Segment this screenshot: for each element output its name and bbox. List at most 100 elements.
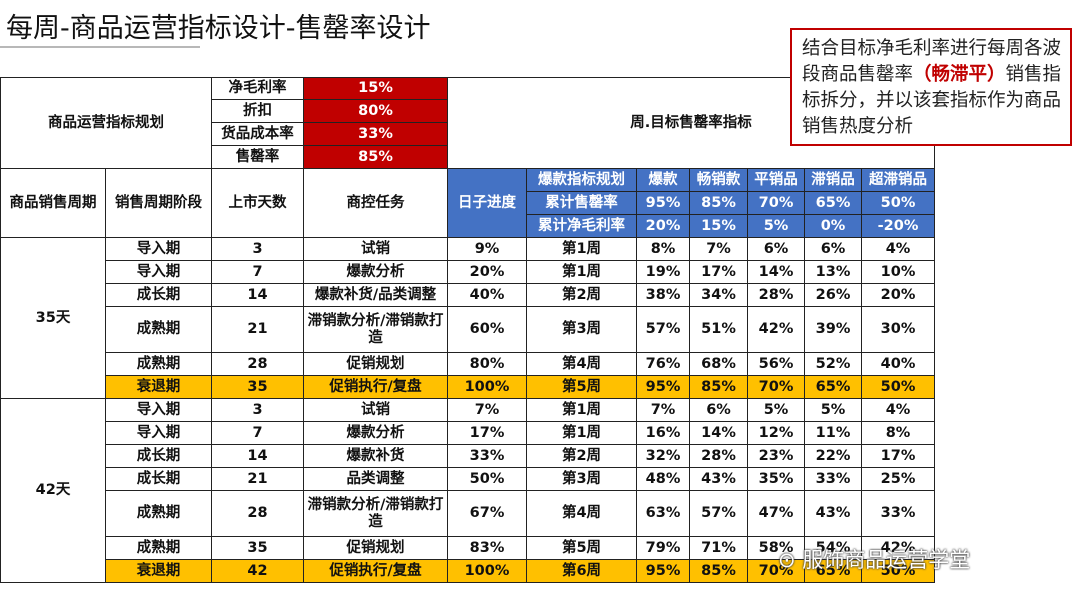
target-cell: 35% <box>747 467 805 491</box>
target-cell: 71% <box>689 536 748 560</box>
task-cell: 促销执行/复盘 <box>303 559 448 583</box>
target-cell: 58% <box>747 536 805 560</box>
target-cell: 50% <box>860 375 936 399</box>
table-row: 衰退期 35 促销执行/复盘 100% 第5周 95% 85% 70% 65% 50% <box>1 375 936 399</box>
target-cell: 39% <box>804 306 862 353</box>
target-cell: 5% <box>747 398 805 422</box>
task-cell: 试销 <box>303 398 448 422</box>
plan-row: 售罄率 85% <box>1 145 935 169</box>
header-stage: 销售周期阶段 <box>105 168 212 238</box>
target-cell: 70% <box>747 559 805 583</box>
progress-cell: 100% <box>447 559 527 583</box>
target-cell: 95% <box>636 375 690 399</box>
target-cell: 8% <box>860 421 936 445</box>
table-row: 成熟期 35 促销规划 83% 第5周 79% 71% 58% 54% 42% <box>1 536 936 560</box>
target-cell: 17% <box>860 444 936 468</box>
header-cycle: 商品销售周期 <box>0 168 106 238</box>
stage-cell: 成熟期 <box>105 490 212 537</box>
week-cell: 第5周 <box>526 536 637 560</box>
target-cell: 79% <box>636 536 690 560</box>
progress-cell: 100% <box>447 375 527 399</box>
target-cell: 17% <box>689 260 748 284</box>
target-cell: 30% <box>860 306 936 353</box>
header-row: 商品销售周期 销售周期阶段 上市天数 商控任务 日子进度 爆款指标规划 爆款 畅… <box>0 168 936 238</box>
sellthrough-value: 50% <box>860 191 936 215</box>
note-highlight: （畅滞平） <box>913 64 1006 85</box>
target-cell: 7% <box>689 237 748 261</box>
week-cell: 第4周 <box>526 490 637 537</box>
stage-cell: 衰退期 <box>105 559 212 583</box>
cycle-cell: 35天 <box>0 237 106 399</box>
target-cell: 43% <box>689 467 748 491</box>
category-header: 平销品 <box>747 168 805 192</box>
target-cell: 40% <box>860 352 936 376</box>
week-cell: 第1周 <box>526 398 637 422</box>
stage-cell: 导入期 <box>105 237 212 261</box>
table-row: 衰退期 42 促销执行/复盘 100% 第6周 95% 85% 70% 65% 50% <box>1 559 936 583</box>
days-cell: 35 <box>211 536 304 560</box>
days-cell: 3 <box>211 237 304 261</box>
stage-cell: 成熟期 <box>105 352 212 376</box>
plan-row: 货品成本率 33% <box>1 122 935 146</box>
week-cell: 第5周 <box>526 375 637 399</box>
days-cell: 35 <box>211 375 304 399</box>
target-cell: 32% <box>636 444 690 468</box>
task-cell: 爆款分析 <box>303 421 448 445</box>
days-cell: 21 <box>211 467 304 491</box>
task-cell: 滞销款分析/滞销款打造 <box>303 306 448 353</box>
task-cell: 滞销款分析/滞销款打造 <box>303 490 448 537</box>
sellthrough-value: 65% <box>804 191 862 215</box>
target-cell: 85% <box>689 375 748 399</box>
progress-cell: 7% <box>447 398 527 422</box>
days-cell: 14 <box>211 444 304 468</box>
days-cell: 28 <box>211 490 304 537</box>
week-cell: 第2周 <box>526 283 637 307</box>
target-cell: 33% <box>860 490 936 537</box>
days-cell: 7 <box>211 260 304 284</box>
days-cell: 42 <box>211 559 304 583</box>
stage-cell: 成熟期 <box>105 536 212 560</box>
sellthrough-value: 95% <box>636 191 690 215</box>
task-cell: 爆款分析 <box>303 260 448 284</box>
target-cell: 20% <box>860 283 936 307</box>
target-cell: 48% <box>636 467 690 491</box>
category-header: 滞销品 <box>804 168 862 192</box>
category-header: 爆款 <box>636 168 690 192</box>
target-cell: 76% <box>636 352 690 376</box>
margin-label: 累计净毛利率 <box>526 214 637 238</box>
task-cell: 促销规划 <box>303 536 448 560</box>
page-title: 每周-商品运营指标设计-售罄率设计 <box>6 13 431 44</box>
target-cell: 13% <box>804 260 862 284</box>
target-cell: 47% <box>747 490 805 537</box>
note-text-2: 销售指标拆分，并以该套指标作为商品销售热度分析 <box>802 64 1062 137</box>
target-cell: 63% <box>636 490 690 537</box>
param-name: 净毛利率 <box>211 77 304 100</box>
task-cell: 爆款补货/品类调整 <box>303 283 448 307</box>
target-cell: 28% <box>689 444 748 468</box>
target-cell: 25% <box>860 467 936 491</box>
target-cell: 22% <box>804 444 862 468</box>
target-cell: 10% <box>860 260 936 284</box>
target-cell: 85% <box>689 559 748 583</box>
week-cell: 第1周 <box>526 421 637 445</box>
table-row: 成熟期 21 滞销款分析/滞销款打造 60% 第3周 57% 51% 42% 39% 30% <box>1 306 936 353</box>
progress-cell: 80% <box>447 352 527 376</box>
category-header: 畅销款 <box>689 168 748 192</box>
days-cell: 3 <box>211 398 304 422</box>
category-header: 超滞销品 <box>860 168 936 192</box>
progress-cell: 33% <box>447 444 527 468</box>
target-cell: 68% <box>689 352 748 376</box>
task-cell: 品类调整 <box>303 467 448 491</box>
watermark-text: 服饰商品运营学堂 <box>802 548 971 572</box>
target-cell: 34% <box>689 283 748 307</box>
table-row: 导入期 7 爆款分析 20% 第1周 19% 17% 14% 13% 10% <box>1 260 936 284</box>
days-cell: 14 <box>211 283 304 307</box>
table-row: 35天 导入期 3 试销 9% 第1周 8% 7% 6% 6% 4% <box>0 237 936 399</box>
stage-cell: 衰退期 <box>105 375 212 399</box>
week-cell: 第1周 <box>526 260 637 284</box>
target-cell: 19% <box>636 260 690 284</box>
target-cell: 5% <box>804 398 862 422</box>
target-cell: 6% <box>689 398 748 422</box>
note-text-1: 结合目标净毛利率进行每周各波段商品售罄率 <box>802 38 1062 85</box>
progress-cell: 17% <box>447 421 527 445</box>
